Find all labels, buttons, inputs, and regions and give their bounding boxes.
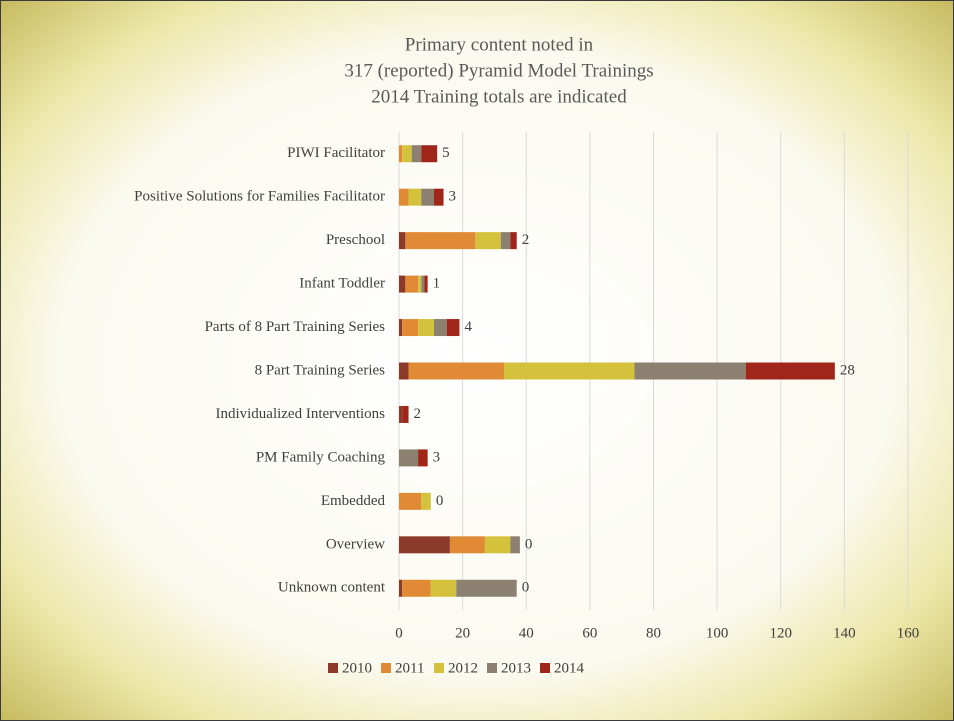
x-tick-label: 80 <box>646 625 661 641</box>
x-tick-label: 20 <box>455 625 470 641</box>
bar-segment <box>399 362 409 380</box>
bar-segment <box>421 275 425 293</box>
y-tick-label: Individualized Interventions <box>215 406 385 422</box>
legend-label: 2010 <box>342 660 372 676</box>
bar-segment <box>634 362 746 380</box>
y-tick-label: Parts of 8 Part Training Series <box>205 319 386 335</box>
bar-segment <box>411 145 422 163</box>
bar-segment <box>399 232 406 250</box>
bar-segment <box>446 319 460 337</box>
legend-label: 2011 <box>395 660 424 676</box>
y-tick-label: Unknown content <box>278 580 386 596</box>
x-tick-label: 160 <box>897 625 920 641</box>
bar-segment <box>433 319 447 337</box>
y-tick-label: Embedded <box>321 493 386 509</box>
y-tick-label: Overview <box>326 536 385 552</box>
bar-segment <box>484 536 511 554</box>
x-tick-label: 40 <box>519 625 534 641</box>
x-tick-label: 0 <box>395 625 403 641</box>
legend-swatch <box>540 663 550 673</box>
bar-segment <box>503 362 635 380</box>
data-label: 1 <box>433 276 441 292</box>
bar-segment <box>421 145 438 163</box>
bar-segment <box>405 275 419 293</box>
legend-swatch <box>487 663 497 673</box>
chart-title: 2014 Training totals are indicated <box>371 86 627 107</box>
bar-segment <box>421 492 431 510</box>
y-tick-label: Infant Toddler <box>299 276 385 292</box>
bar-segment <box>399 275 406 293</box>
y-tick-label: PIWI Facilitator <box>287 145 385 161</box>
data-label: 28 <box>840 362 855 378</box>
legend-label: 2012 <box>448 660 478 676</box>
bar-segment <box>500 232 511 250</box>
data-label: 0 <box>522 580 530 596</box>
bar-segment <box>430 579 457 597</box>
chart-title: 317 (reported) Pyramid Model Trainings <box>344 60 653 81</box>
legend-swatch <box>328 663 338 673</box>
bar-segment <box>433 188 444 206</box>
bar-segment <box>449 536 485 554</box>
bar-segment <box>421 188 434 206</box>
data-label: 3 <box>449 189 457 205</box>
chart-title: Primary content noted in <box>405 34 594 55</box>
bar-segment <box>399 319 403 337</box>
bar-segment <box>418 275 422 293</box>
legend-label: 2013 <box>501 660 531 676</box>
data-label: 0 <box>525 536 533 552</box>
bar-segment <box>510 232 517 250</box>
x-tick-label: 100 <box>706 625 729 641</box>
x-tick-label: 120 <box>770 625 793 641</box>
bar-segment <box>402 145 412 163</box>
bar-segment <box>510 536 520 554</box>
data-label: 2 <box>414 406 422 422</box>
bar-segment <box>399 536 450 554</box>
bar-segment <box>399 405 403 423</box>
y-tick-label: 8 Part Training Series <box>255 362 386 378</box>
x-tick-label: 140 <box>833 625 856 641</box>
bar-segment <box>402 405 409 423</box>
legend-swatch <box>381 663 391 673</box>
bar-segment <box>402 579 431 597</box>
bar-segment <box>399 579 403 597</box>
bar-segment <box>475 232 501 250</box>
data-label: 0 <box>436 493 444 509</box>
bar-segment <box>424 275 428 293</box>
bar-segment <box>745 362 835 380</box>
bar-segment <box>418 319 434 337</box>
bar-segment <box>399 188 409 206</box>
bar-segment <box>408 362 504 380</box>
bar-segment <box>399 145 403 163</box>
y-tick-label: PM Family Coaching <box>256 449 386 465</box>
bar-segment <box>405 232 476 250</box>
legend-swatch <box>434 663 444 673</box>
bar-segment <box>399 449 419 467</box>
data-label: 5 <box>442 145 450 161</box>
y-tick-label: Positive Solutions for Families Facilita… <box>134 189 385 205</box>
y-tick-label: Preschool <box>326 232 385 248</box>
bar-segment <box>456 579 517 597</box>
data-label: 2 <box>522 232 530 248</box>
bar-segment <box>399 492 422 510</box>
x-tick-label: 60 <box>582 625 597 641</box>
legend-label: 2014 <box>554 660 585 676</box>
bar-segment <box>418 449 428 467</box>
bar-segment <box>408 188 422 206</box>
data-label: 4 <box>464 319 472 335</box>
bar-segment <box>402 319 419 337</box>
data-label: 3 <box>433 449 441 465</box>
